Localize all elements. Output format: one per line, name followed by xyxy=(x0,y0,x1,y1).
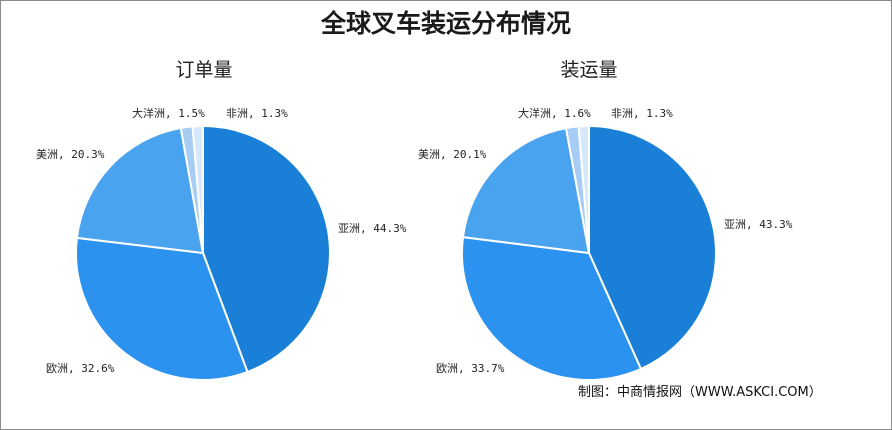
slice-label-oceania: 大洋洲, 1.5% xyxy=(132,106,205,120)
slice-label-africa: 非洲, 1.3% xyxy=(611,107,673,120)
source-note: 制图：中商情报网（WWW.ASKCI.COM） xyxy=(578,385,822,400)
pie-title-shipments: 装运量 xyxy=(560,59,618,81)
pie-shipments: 亚洲, 43.3% 欧洲, 33.7% 美洲, 20.1% 大洋洲, 1.6% 非洲, … xyxy=(418,106,793,381)
pie-slice-europe xyxy=(461,235,643,381)
pie-slice-asia xyxy=(588,124,717,371)
pie-orders: 亚洲, 44.3% 欧洲, 32.6% 美洲, 20.3% 大洋洲, 1.5% 非洲, … xyxy=(36,106,407,381)
pie-slice-africa xyxy=(577,124,590,254)
slice-label-europe: 欧洲, 33.7% xyxy=(436,362,505,375)
slice-label-america: 美洲, 20.3% xyxy=(36,148,105,161)
pie-slice-europe xyxy=(75,236,249,381)
main-title: 全球叉车装运分布情况 xyxy=(320,9,571,38)
pie-slice-america xyxy=(461,126,591,255)
slice-label-asia: 亚洲, 43.3% xyxy=(724,218,793,231)
pie-slice-asia xyxy=(202,124,331,374)
pie-slice-america xyxy=(75,126,205,255)
slice-label-africa: 非洲, 1.3% xyxy=(226,107,288,120)
slice-label-america: 美洲, 20.1% xyxy=(418,148,487,161)
pie-slice-africa xyxy=(191,124,204,254)
pie-title-orders: 订单量 xyxy=(175,59,233,81)
slice-label-europe: 欧洲, 32.6% xyxy=(46,362,115,375)
slice-label-oceania: 大洋洲, 1.6% xyxy=(518,106,591,120)
slice-label-asia: 亚洲, 44.3% xyxy=(338,222,407,235)
